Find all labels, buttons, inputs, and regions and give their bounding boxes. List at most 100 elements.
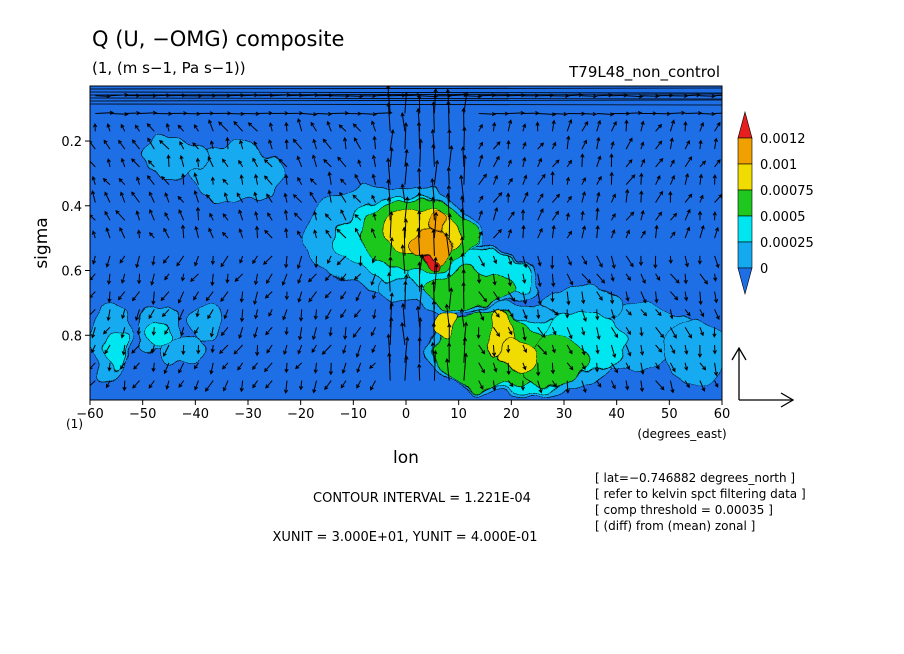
wind-vector (338, 124, 347, 132)
wind-vector (596, 112, 615, 117)
wind-vector (581, 177, 586, 185)
colorbar: 0 0.00025 0.0005 0.00075 0.001 0.0012 (737, 110, 814, 296)
wind-vector (313, 210, 318, 221)
x-tick-label: 30 (556, 407, 573, 422)
run-label: T79L48_non_control (568, 63, 720, 82)
wind-vector (208, 227, 214, 239)
wind-vector (400, 183, 406, 203)
wind-vector (117, 291, 126, 301)
wind-vector (205, 291, 214, 302)
wind-vector (207, 155, 214, 168)
wind-vector (669, 309, 674, 320)
wind-vector (461, 281, 466, 310)
wind-vector (389, 129, 395, 150)
wind-vector (237, 362, 244, 371)
wind-vector (159, 139, 170, 150)
wind-vector (640, 309, 648, 317)
wind-vector (669, 159, 675, 168)
wind-vector (552, 111, 568, 117)
wind-vector (310, 121, 317, 132)
wind-vector (205, 380, 214, 392)
wind-vector (360, 112, 378, 117)
x-tick-label: 60 (714, 407, 731, 422)
wind-vector (324, 273, 332, 282)
chart-title: Q (U, −OMG) composite (92, 27, 344, 51)
wind-vector (386, 196, 392, 221)
wind-vector (491, 344, 497, 357)
wind-vector (148, 191, 155, 203)
wind-vector (626, 110, 643, 116)
wind-vector (655, 309, 662, 317)
wind-vector (625, 229, 631, 239)
wind-vector (267, 212, 273, 221)
colorbar-segment (737, 163, 753, 191)
wind-vector (655, 273, 661, 281)
wind-vector (462, 154, 467, 185)
wind-vector (713, 273, 718, 282)
wind-vector (210, 255, 216, 266)
wind-vector (297, 273, 303, 284)
wind-vector (370, 380, 376, 391)
wind-vector (292, 194, 303, 203)
wind-vector (655, 140, 663, 150)
contour-region (144, 318, 172, 352)
wind-vector (265, 380, 273, 389)
top-contour-line (90, 97, 722, 100)
wind-vector (493, 191, 503, 203)
wind-vector (324, 380, 332, 391)
wind-vector (387, 271, 392, 292)
wind-vector (178, 309, 185, 322)
wind-vector (535, 121, 540, 132)
wind-vector (714, 121, 721, 132)
wind-vector (195, 206, 201, 221)
wind-vector (239, 174, 244, 185)
x-tick-label: 20 (503, 407, 520, 422)
wind-vector (403, 280, 408, 310)
wind-vector (389, 210, 394, 239)
wind-vector (566, 344, 573, 355)
wind-vector (595, 344, 600, 355)
wind-vector (417, 167, 422, 185)
wind-vector (307, 273, 317, 283)
wind-vector (460, 195, 465, 221)
wind-vector (91, 344, 96, 354)
wind-vector (640, 362, 645, 375)
wind-vector (193, 362, 199, 370)
wind-vector (537, 173, 546, 185)
wind-vector (370, 273, 376, 286)
y-tick-label: 0.8 (61, 329, 82, 344)
wind-vector (565, 212, 570, 221)
wind-vector (340, 291, 347, 300)
wind-vector (281, 273, 288, 286)
wind-vector (225, 273, 230, 284)
wind-vector (430, 196, 436, 221)
wind-vector (507, 177, 513, 185)
wind-vector (625, 380, 630, 391)
wind-vector (356, 380, 362, 389)
wind-vector (257, 111, 273, 116)
wind-vector (371, 344, 376, 354)
wind-vector (220, 326, 229, 337)
wind-vector (313, 229, 318, 239)
wind-vector (581, 380, 587, 394)
wind-vector (596, 380, 602, 388)
wind-vector (566, 159, 572, 168)
wind-vector (536, 362, 541, 377)
wind-vector (521, 224, 526, 239)
wind-vector (297, 344, 303, 355)
wind-vector (284, 173, 289, 185)
wind-vector (609, 291, 615, 305)
wind-vector (400, 112, 406, 132)
wind-vector (247, 122, 258, 132)
contour-region (500, 338, 533, 372)
wind-vector (353, 309, 362, 318)
wind-vector (610, 273, 615, 282)
wind-vector (581, 139, 587, 150)
colorbar-label: 0.0012 (760, 132, 806, 147)
wind-vector (209, 140, 214, 150)
wind-vector (165, 380, 170, 390)
wind-vector (103, 139, 111, 150)
wind-vector (610, 140, 615, 150)
wind-vector (106, 158, 111, 168)
wind-vector (669, 231, 676, 239)
